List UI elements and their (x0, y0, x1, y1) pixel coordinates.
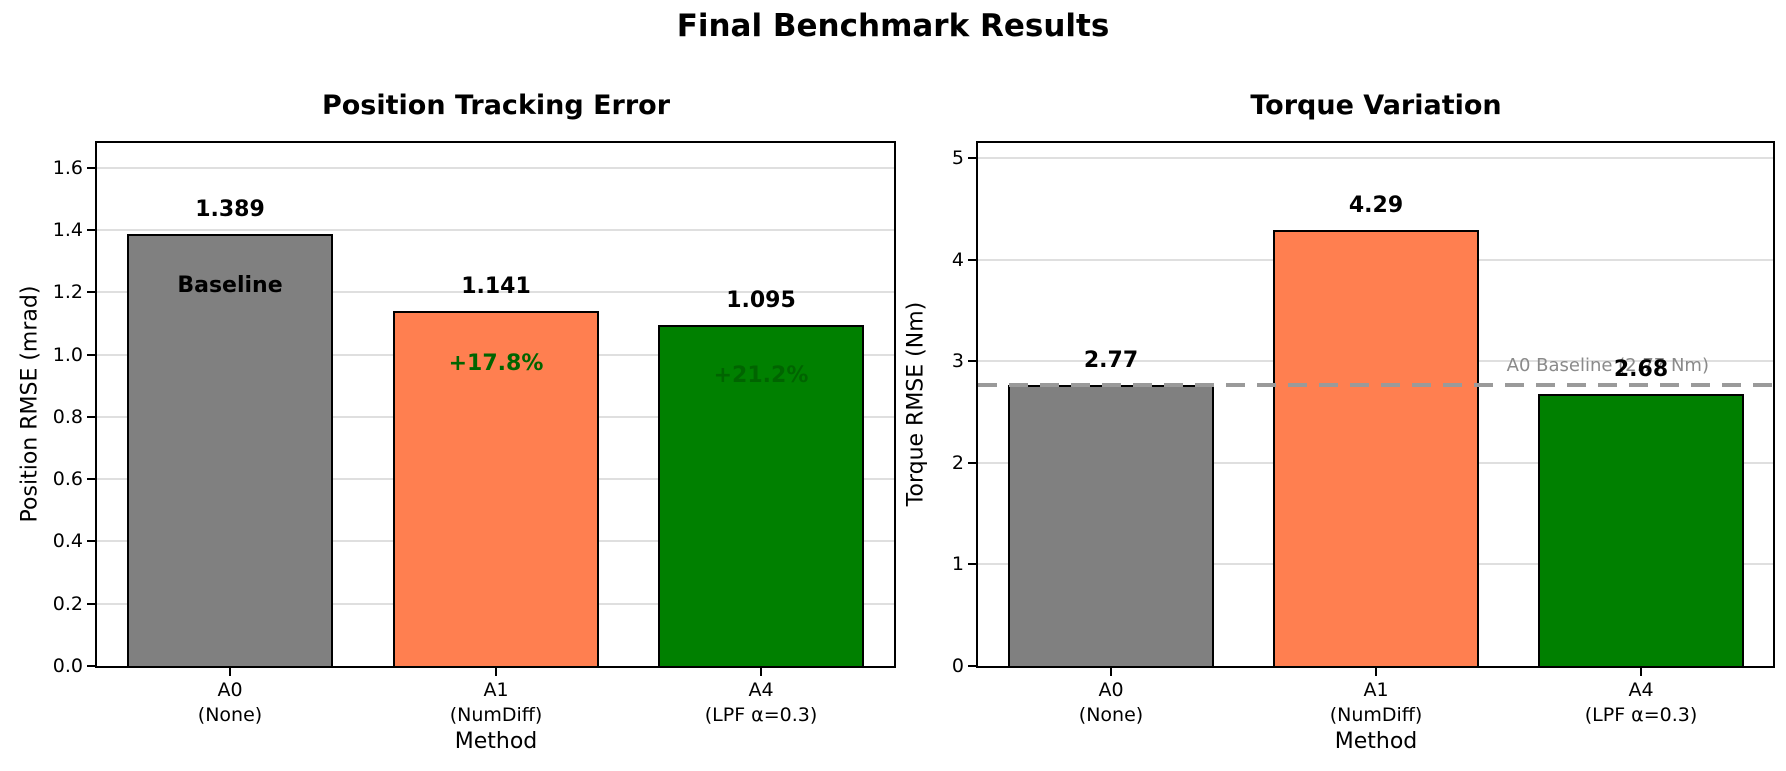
x-category-label: A4 (LPF α=0.3) (611, 678, 911, 728)
gridline (97, 540, 894, 542)
bar-a1 (393, 311, 599, 666)
gridline (97, 603, 894, 605)
y-tick-mark (968, 462, 977, 464)
y-tick-mark (87, 354, 96, 356)
y-tick-label: 2 (951, 452, 964, 474)
plot-area: 2.77 4.29 2.68 A0 Baseline (2.77 Nm) (976, 141, 1775, 668)
category-code: A0 (1098, 679, 1124, 701)
category-detail: (LPF α=0.3) (704, 704, 818, 726)
y-tick-mark (87, 540, 96, 542)
y-tick-mark (87, 229, 96, 231)
y-tick-label: 3 (951, 350, 964, 372)
bar-a0 (1008, 385, 1214, 666)
x-category-label: A4 (LPF α=0.3) (1491, 678, 1786, 728)
category-detail: (None) (197, 704, 263, 726)
x-category-label: A0 (None) (80, 678, 380, 728)
y-tick-label: 1.6 (52, 157, 83, 179)
bar-value-label: 2.68 (1613, 357, 1669, 382)
gridline (978, 563, 1773, 565)
y-axis-label: Torque RMSE (Nm) (903, 301, 929, 507)
chart-title: Position Tracking Error (321, 90, 671, 121)
gridline (97, 416, 894, 418)
y-tick-mark (968, 360, 977, 362)
category-code: A4 (748, 679, 774, 701)
y-tick-label: 0.2 (52, 593, 83, 615)
bar-a0 (127, 234, 333, 666)
x-tick-mark (1640, 667, 1642, 676)
y-tick-mark (968, 157, 977, 159)
gridline (97, 354, 894, 356)
category-detail: (NumDiff) (449, 704, 543, 726)
category-detail: (NumDiff) (1329, 704, 1423, 726)
bar-a4 (1538, 394, 1744, 666)
bar-value-label: 1.389 (195, 197, 265, 222)
baseline-ref-label: A0 Baseline (2.77 Nm) (1506, 355, 1709, 376)
y-tick-mark (87, 416, 96, 418)
bar-a1 (1273, 230, 1479, 666)
baseline-ref-line (978, 383, 1773, 387)
bar-annotation: +21.2% (713, 363, 809, 388)
y-tick-mark (968, 563, 977, 565)
x-axis-label: Method (1334, 729, 1418, 754)
x-category-label: A0 (None) (961, 678, 1261, 728)
x-axis-label: Method (454, 729, 538, 754)
gridline (978, 360, 1773, 362)
bar-a4 (658, 325, 864, 666)
bar-value-label: 1.095 (726, 288, 796, 313)
y-tick-mark (87, 167, 96, 169)
category-code: A0 (217, 679, 243, 701)
gridline (978, 259, 1773, 261)
y-tick-label: 1.2 (52, 281, 83, 303)
x-tick-mark (1110, 667, 1112, 676)
y-tick-label: 1 (951, 553, 964, 575)
x-tick-mark (1375, 667, 1377, 676)
figure-title: Final Benchmark Results (676, 8, 1110, 44)
y-tick-label: 4 (951, 249, 964, 271)
y-tick-mark (87, 603, 96, 605)
x-category-label: A1 (NumDiff) (346, 678, 646, 728)
y-tick-mark (87, 478, 96, 480)
plot-area: 1.389 1.141 1.095 Baseline +17.8% +21.2% (95, 141, 896, 668)
category-detail: (None) (1078, 704, 1144, 726)
y-tick-label: 0.8 (52, 406, 83, 428)
y-tick-label: 1.0 (52, 344, 83, 366)
category-code: A1 (483, 679, 509, 701)
x-category-label: A1 (NumDiff) (1226, 678, 1526, 728)
gridline (978, 462, 1773, 464)
chart-title: Torque Variation (1250, 90, 1502, 121)
y-tick-mark (968, 665, 977, 667)
gridline (97, 229, 894, 231)
bar-annotation: Baseline (177, 273, 283, 298)
y-tick-mark (87, 291, 96, 293)
category-code: A4 (1628, 679, 1654, 701)
gridline (97, 478, 894, 480)
x-tick-mark (229, 667, 231, 676)
gridline (97, 291, 894, 293)
x-tick-mark (760, 667, 762, 676)
y-tick-label: 0.4 (52, 530, 83, 552)
category-code: A1 (1363, 679, 1389, 701)
y-tick-label: 0 (951, 655, 964, 677)
x-tick-mark (495, 667, 497, 676)
gridline (978, 157, 1773, 159)
bar-value-label: 1.141 (461, 274, 531, 299)
bar-value-label: 4.29 (1348, 193, 1404, 218)
y-tick-label: 5 (951, 147, 964, 169)
gridline (97, 167, 894, 169)
y-tick-label: 0.6 (52, 468, 83, 490)
y-tick-mark (968, 259, 977, 261)
y-tick-mark (87, 665, 96, 667)
bar-value-label: 2.77 (1083, 348, 1139, 373)
y-axis-label: Position RMSE (mrad) (17, 285, 43, 523)
y-tick-label: 0.0 (52, 655, 83, 677)
category-detail: (LPF α=0.3) (1584, 704, 1698, 726)
y-tick-label: 1.4 (52, 219, 83, 241)
bar-annotation: +17.8% (448, 351, 544, 376)
